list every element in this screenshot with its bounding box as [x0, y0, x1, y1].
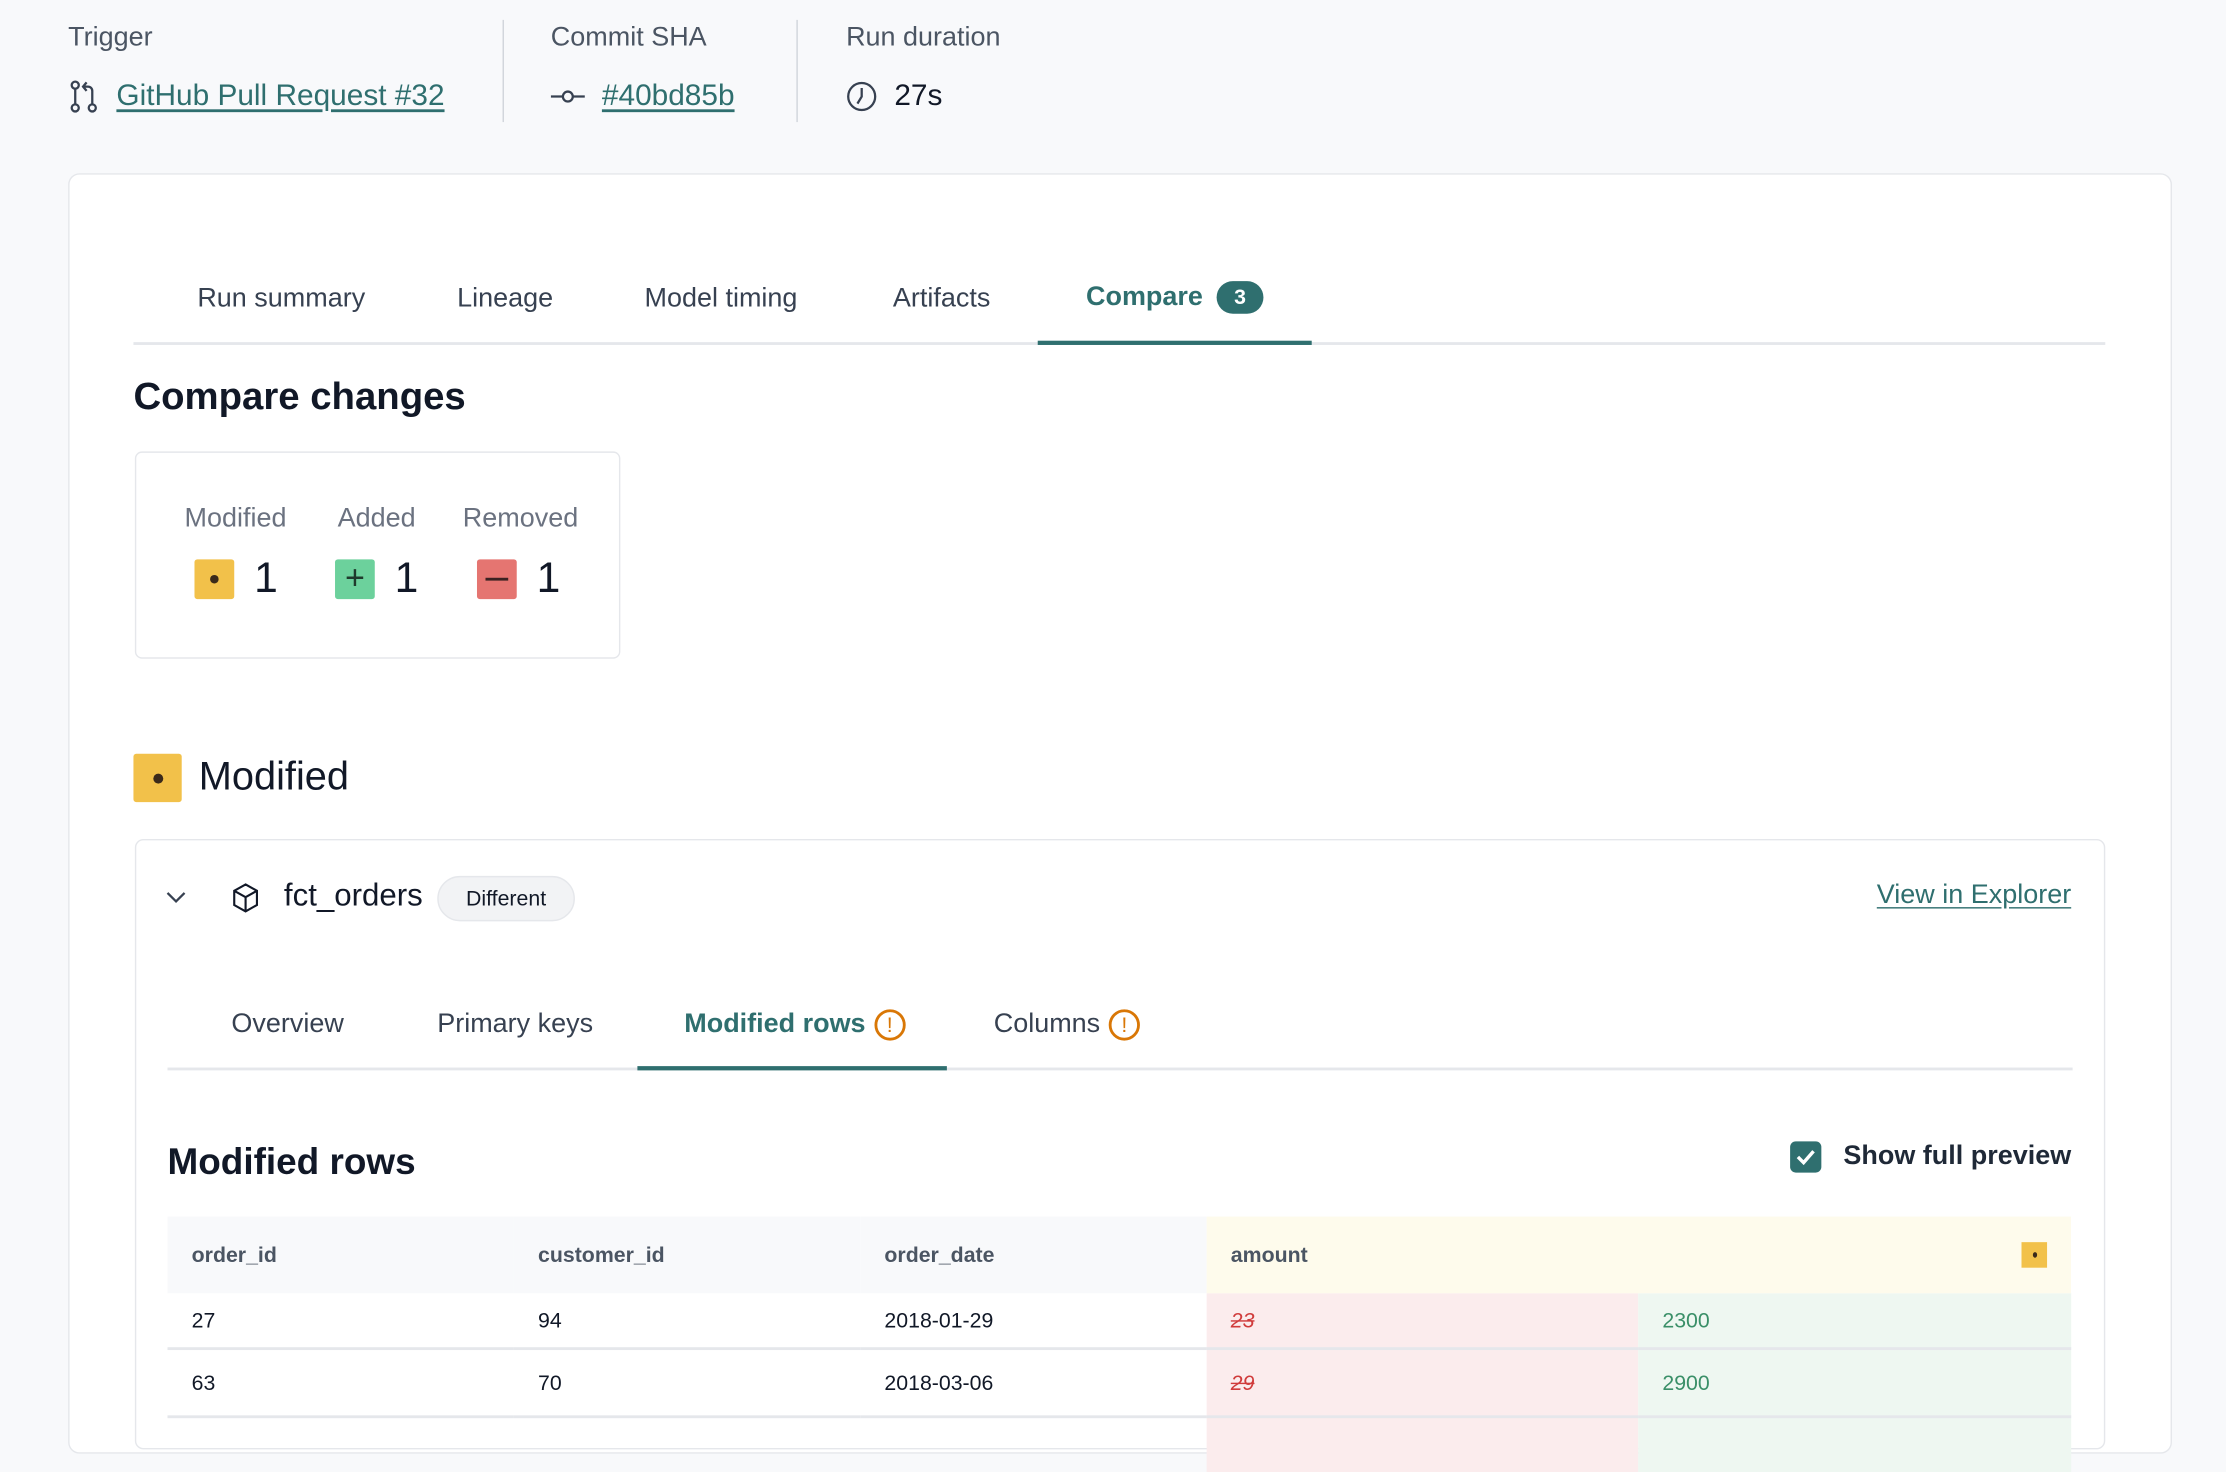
trigger-value: GitHub Pull Request #32 [68, 79, 445, 113]
checkbox-checked-icon[interactable] [1789, 1141, 1821, 1173]
clock-icon [847, 81, 877, 112]
tab-compare[interactable]: Compare 3 [1085, 281, 1264, 314]
summary-added: Added +1 [335, 504, 418, 603]
table-row: 63 70 2018-03-06 29 2900 [167, 1348, 2072, 1419]
page: Trigger GitHub Pull Request #32 Commit S… [68, 19, 2172, 1472]
model-name: fct_orders [283, 877, 423, 913]
column-header-label: amount [1230, 1242, 1308, 1267]
chevron-down-icon[interactable] [166, 890, 186, 904]
subtab-overview[interactable]: Overview [231, 1009, 344, 1040]
subtab-columns[interactable]: Columns! [993, 1009, 1140, 1041]
summary-modified: Modified 1 [185, 504, 287, 603]
compare-title: Compare changes [133, 374, 466, 418]
summary-label: Removed [462, 503, 579, 534]
duration-label: Run duration [846, 22, 1001, 53]
summary-label: Modified [184, 503, 287, 534]
modified-rows-table: order_id customer_id order_date amount 2… [167, 1216, 2072, 1472]
summary-removed: Removed 1 [463, 504, 578, 603]
subtabs-divider [167, 1067, 2073, 1071]
cube-icon [233, 883, 259, 913]
subtab-label: Columns [993, 1009, 1101, 1040]
pull-request-link[interactable]: GitHub Pull Request #32 [116, 79, 445, 113]
modified-dot-icon [133, 753, 182, 803]
commit-value: #40bd85b [550, 79, 735, 113]
minus-icon [476, 559, 517, 600]
tab-lineage[interactable]: Lineage [457, 283, 554, 314]
warning-icon: ! [1108, 1009, 1140, 1041]
tab-run-summary[interactable]: Run summary [197, 283, 366, 314]
plus-icon: + [335, 559, 375, 600]
cell: 94 [513, 1293, 861, 1351]
cell-new-value: 2300 [1638, 1293, 2072, 1351]
show-full-preview-toggle[interactable]: Show full preview [1789, 1141, 2072, 1173]
cell: 2018-01-29 [860, 1293, 1207, 1351]
table-row [168, 1416, 2072, 1472]
divider [502, 19, 504, 123]
active-tab-indicator [1037, 340, 1312, 345]
tab-compare-label: Compare [1085, 281, 1203, 312]
cell: 70 [513, 1348, 861, 1419]
cell-old-value: 29 [1206, 1348, 1639, 1419]
panel-title: Modified rows [167, 1139, 416, 1183]
column-header-amount: amount [1206, 1216, 2072, 1294]
warning-icon: ! [874, 1009, 906, 1041]
modified-section-title: Modified [198, 753, 349, 798]
tab-model-timing[interactable]: Model timing [644, 283, 798, 314]
commit-label: Commit SHA [550, 22, 707, 53]
status-badge: Different [437, 875, 575, 922]
summary-label: Added [337, 503, 416, 534]
cell: 2018-03-06 [860, 1348, 1207, 1419]
column-header: order_date [860, 1216, 1207, 1294]
cell: 63 [167, 1348, 514, 1419]
duration-value: 27s [846, 79, 942, 113]
table-row: 27 94 2018-01-29 23 2300 [167, 1293, 2072, 1351]
summary-count: 1 [394, 555, 419, 602]
subtab-modified-rows[interactable]: Modified rows! [684, 1009, 906, 1041]
cell-old-value: 23 [1206, 1293, 1639, 1351]
column-header: order_id [167, 1216, 514, 1294]
cell: 27 [167, 1293, 514, 1351]
summary-count: 1 [536, 555, 561, 602]
modified-dot-icon [2021, 1242, 2048, 1268]
cell-new-value: 2900 [1638, 1348, 2072, 1419]
pull-request-icon [70, 80, 97, 113]
column-header: customer_id [513, 1216, 861, 1294]
show-full-preview-label: Show full preview [1843, 1141, 2072, 1172]
active-subtab-indicator [637, 1066, 947, 1071]
subtab-label: Modified rows [684, 1009, 866, 1040]
tab-artifacts[interactable]: Artifacts [892, 283, 991, 314]
summary-box [134, 451, 621, 659]
duration-text: 27s [894, 79, 943, 113]
divider [796, 19, 798, 123]
subtab-primary-keys[interactable]: Primary keys [437, 1009, 594, 1040]
view-in-explorer-link[interactable]: View in Explorer [1876, 880, 2072, 910]
summary-count: 1 [254, 555, 278, 602]
commit-link[interactable]: #40bd85b [601, 79, 735, 113]
commit-icon [550, 90, 585, 103]
dot-icon [194, 559, 235, 600]
compare-count-badge: 3 [1217, 281, 1264, 314]
trigger-label: Trigger [68, 22, 153, 53]
